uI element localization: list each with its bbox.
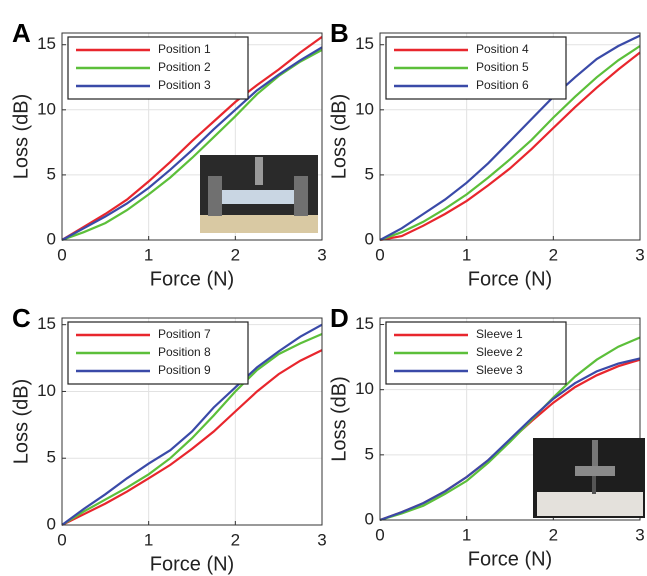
y-axis-label: Loss (dB)	[328, 94, 350, 180]
x-tick-label: 0	[375, 245, 384, 264]
y-tick-label: 0	[365, 509, 374, 528]
legend: Position 4 Position 5 Position 6	[385, 36, 567, 100]
legend-label: Position 9	[158, 363, 211, 377]
data-line	[379, 336, 641, 522]
y-tick-label: 10	[37, 381, 56, 400]
y-tick-label: 10	[355, 379, 374, 398]
y-tick-label: 10	[37, 99, 56, 118]
data-line	[61, 36, 323, 241]
panel-label: D	[330, 303, 349, 333]
x-axis-label: Force (N)	[468, 268, 552, 290]
data-line	[61, 349, 323, 526]
y-axis-label: Loss (dB)	[10, 379, 32, 465]
x-tick-label: 3	[635, 245, 644, 264]
legend-label: Position 7	[158, 327, 211, 341]
x-tick-label: 1	[462, 245, 471, 264]
x-tick-label: 2	[549, 525, 558, 544]
x-tick-label: 3	[317, 245, 326, 264]
data-line	[61, 323, 323, 526]
y-axis-label: Loss (dB)	[10, 94, 32, 180]
legend-label: Position 4	[476, 42, 529, 56]
x-tick-label: 2	[231, 530, 240, 549]
legend-label: Position 3	[158, 78, 211, 92]
y-tick-label: 15	[355, 314, 374, 333]
y-tick-label: 10	[355, 99, 374, 118]
x-tick-label: 1	[144, 530, 153, 549]
data-line	[61, 46, 323, 241]
y-tick-label: 15	[355, 34, 374, 53]
x-axis-label: Force (N)	[468, 548, 552, 570]
axes-frame	[379, 32, 641, 241]
x-tick-label: 3	[317, 530, 326, 549]
data-line	[61, 332, 323, 526]
axes-frame	[61, 317, 323, 526]
axes-frame	[61, 32, 323, 241]
x-tick-label: 1	[462, 525, 471, 544]
data-line	[379, 45, 641, 242]
x-tick-label: 3	[635, 525, 644, 544]
axes-frame	[379, 317, 641, 521]
x-tick-label: 2	[549, 245, 558, 264]
x-tick-label: 1	[144, 245, 153, 264]
y-tick-label: 0	[47, 229, 56, 248]
x-tick-label: 2	[231, 245, 240, 264]
y-tick-label: 5	[47, 164, 56, 183]
x-tick-label: 0	[57, 530, 66, 549]
x-axis-label: Force (N)	[150, 268, 234, 290]
panel-label: B	[330, 18, 349, 48]
panel-label: C	[12, 303, 31, 333]
legend: Position 1 Position 2 Position 3	[67, 36, 249, 100]
panel-label: A	[12, 18, 31, 48]
legend-label: Sleeve 1	[476, 327, 523, 341]
inset-photo	[533, 438, 645, 518]
x-tick-label: 0	[375, 525, 384, 544]
y-tick-label: 0	[47, 514, 56, 533]
legend-label: Sleeve 2	[476, 345, 523, 359]
legend-label: Position 8	[158, 345, 211, 359]
data-line	[379, 51, 641, 242]
legend-label: Position 2	[158, 60, 211, 74]
legend-label: Position 6	[476, 78, 529, 92]
data-line	[379, 34, 641, 241]
inset-photo	[200, 155, 318, 233]
legend-label: Sleeve 3	[476, 363, 523, 377]
y-tick-label: 5	[365, 444, 374, 463]
x-tick-label: 0	[57, 245, 66, 264]
legend-label: Position 5	[476, 60, 529, 74]
x-axis-label: Force (N)	[150, 553, 234, 575]
y-tick-label: 5	[47, 448, 56, 467]
y-axis-label: Loss (dB)	[328, 376, 350, 462]
legend-label: Position 1	[158, 42, 211, 56]
y-tick-label: 15	[37, 34, 56, 53]
y-tick-label: 5	[365, 164, 374, 183]
y-tick-label: 0	[365, 229, 374, 248]
y-tick-label: 15	[37, 314, 56, 333]
data-line	[379, 357, 641, 522]
legend: Sleeve 1 Sleeve 2 Sleeve 3	[385, 321, 567, 385]
legend: Position 7 Position 8 Position 9	[67, 321, 249, 385]
